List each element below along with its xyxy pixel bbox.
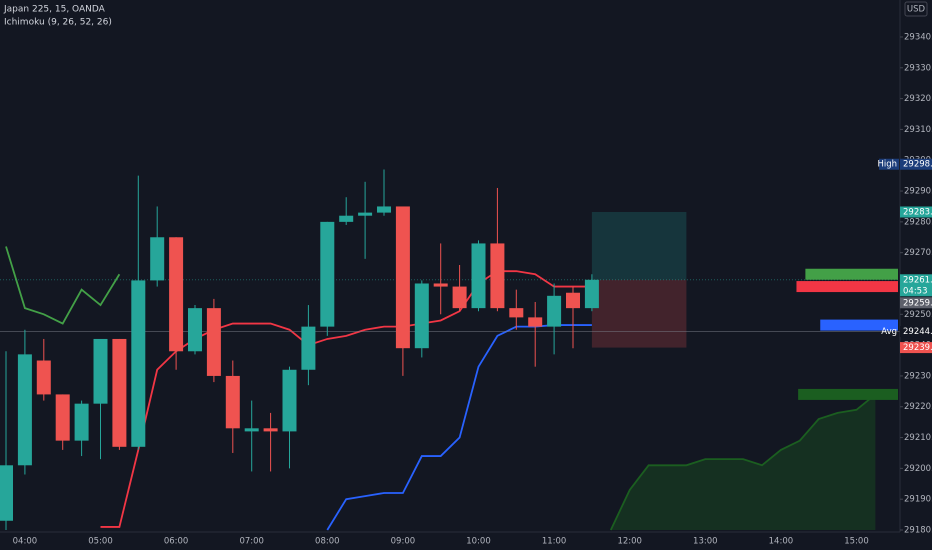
y-tick-label: 29340.0 <box>904 32 932 42</box>
candle-body <box>301 326 316 370</box>
candle-body <box>112 338 127 447</box>
price-tag: 29283.2 <box>903 208 932 218</box>
price-tag-bg <box>900 297 932 309</box>
indicator-tag-bg <box>805 268 898 280</box>
candle-body <box>528 317 543 327</box>
candle-body <box>433 283 448 287</box>
price-tag-bg <box>900 274 932 297</box>
stop-zone <box>591 279 687 348</box>
x-tick-label: 06:00 <box>164 537 189 547</box>
candle-body <box>55 394 70 441</box>
cloud-fill <box>610 394 876 530</box>
price-tag-name: Avg <box>881 327 897 337</box>
indicator-tag: Ichimoku:Leading Span A <box>798 388 898 400</box>
y-tick-label: 29270.0 <box>904 248 932 258</box>
x-tick-label: 09:00 <box>391 537 416 547</box>
candle-body <box>188 308 202 352</box>
candle-body <box>339 215 354 222</box>
currency-box[interactable] <box>904 1 928 17</box>
candle-body <box>395 206 410 349</box>
currency: USD <box>907 5 926 15</box>
target-zone <box>591 212 687 280</box>
candle-body <box>320 221 335 327</box>
candle-body <box>93 338 108 404</box>
price-tag-name: High <box>877 160 897 170</box>
price-tag-bg <box>900 158 932 170</box>
indicator-title: Ichimoku (9, 26, 52, 26) <box>4 18 112 28</box>
y-tick-label: 29180.0 <box>904 526 932 536</box>
y-tick-label: 29220.0 <box>904 402 932 412</box>
candle-body <box>150 237 165 281</box>
x-tick-label: 12:00 <box>617 537 642 547</box>
indicator-tag: Ichimoku:Base Line <box>820 319 898 331</box>
y-tick-label: 29210.0 <box>904 433 932 443</box>
price-tag-bg <box>900 326 932 338</box>
candle-body <box>452 286 467 309</box>
candle-body <box>471 243 486 309</box>
y-tick-label: 29250.0 <box>904 310 932 320</box>
x-tick-label: 13:00 <box>693 537 718 547</box>
price-tag-bg <box>900 206 932 218</box>
candle-body <box>263 428 278 432</box>
plot-area: Ichimoku:Lagging SpanIchimoku:Conversion… <box>0 169 900 531</box>
y-tick-label: 29330.0 <box>904 63 932 73</box>
candle-body <box>377 206 391 213</box>
y-tick-label: 29190.0 <box>904 495 932 505</box>
candle-body <box>358 212 373 216</box>
candle-body <box>225 375 240 429</box>
indicator-line <box>5 246 121 325</box>
candle-body <box>17 354 32 466</box>
axis-layer: 29180.0 29190.0 29200.0 29210.0 29220.0 29230… <box>13 32 932 547</box>
candle-body <box>244 428 259 432</box>
price-tag: 29259.0 <box>903 298 932 308</box>
x-tick-label: 04:00 <box>13 537 38 547</box>
x-tick-label: 14:00 <box>769 537 794 547</box>
y-tick-label: 29310.0 <box>904 125 932 135</box>
y-tick-label: 29280.0 <box>904 217 932 227</box>
candle-body <box>282 369 297 432</box>
price-tag-bg <box>900 342 932 354</box>
candle-body <box>547 295 562 327</box>
candle-body <box>169 237 184 352</box>
candle-body <box>206 308 221 376</box>
candle-body <box>509 308 524 318</box>
x-tick-label: 05:00 <box>88 537 113 547</box>
candle-body <box>36 360 51 395</box>
candle-body <box>584 279 599 309</box>
candle-body <box>414 283 429 349</box>
price-tag: 29239.2 <box>903 343 932 353</box>
price-tag: 29298.7 <box>903 160 932 170</box>
y-tick-label: 29290.0 <box>904 187 932 197</box>
y-tick-label: 29200.0 <box>904 464 932 474</box>
x-tick-label: 15:00 <box>844 537 869 547</box>
indicator-tag: Ichimoku:Lagging Span <box>805 268 898 280</box>
indicator-tag-bg <box>798 388 898 400</box>
y-tick-label: 29320.0 <box>904 94 932 104</box>
price-tag-name-bg <box>879 158 899 170</box>
y-tick-label: 29230.0 <box>904 371 932 381</box>
price-tag: 29244.4 <box>903 327 932 337</box>
price-tag: 29261.2 <box>903 275 932 285</box>
candle-body <box>566 292 580 309</box>
x-tick-label: 10:00 <box>466 537 491 547</box>
x-tick-label: 08:00 <box>315 537 340 547</box>
indicator-tag-bg <box>820 319 898 331</box>
x-tick-label: 07:00 <box>239 537 264 547</box>
candle-body <box>74 403 89 441</box>
symbol-title: Japan 225, 15, OANDA <box>3 5 106 15</box>
indicator-tag-bg <box>796 281 898 293</box>
candle-body <box>490 243 505 309</box>
candle-body <box>0 465 13 521</box>
indicator-tag: Ichimoku:Conversion Line <box>796 281 898 293</box>
x-tick-label: 11:00 <box>542 537 567 547</box>
countdown: 04:53 <box>903 286 928 296</box>
candle-body <box>131 280 146 447</box>
indicator-line <box>609 393 876 531</box>
